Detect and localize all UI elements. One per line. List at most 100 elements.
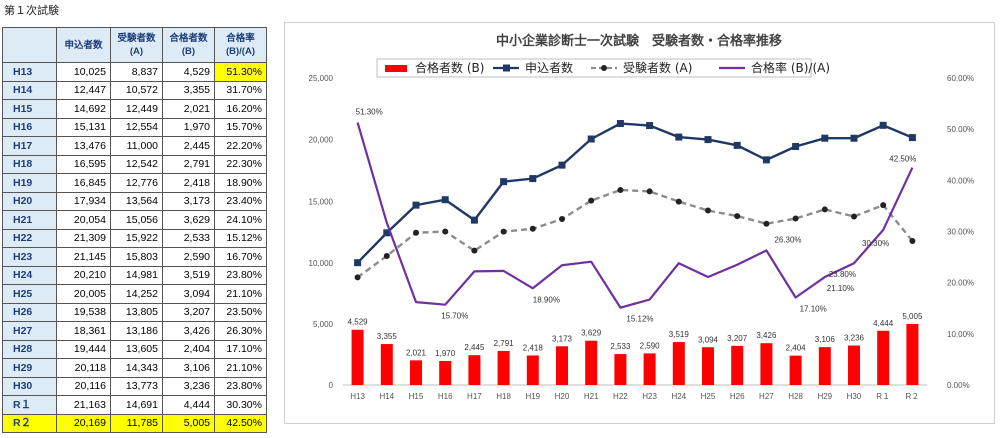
legend-marker [601, 65, 607, 71]
line-marker [850, 134, 858, 142]
y-axis-tick-label: 0 [329, 381, 334, 390]
y2-axis-tick-label: 50.00% [947, 125, 974, 134]
x-axis-tick-label: H18 [496, 392, 511, 401]
row-era-cell: H23 [2, 247, 57, 267]
bar-passers [614, 354, 627, 385]
table-cell: 21.10% [214, 358, 267, 378]
table-row: H22 21,309 15,922 2,533 15.12% [2, 228, 267, 248]
table-row: H13 10,025 8,837 4,529 51.30% [2, 62, 267, 82]
table-row: H24 20,210 14,981 3,519 23.80% [2, 265, 267, 285]
table-cell: 23.80% [214, 265, 267, 285]
line-marker [704, 136, 712, 144]
table-cell: 13,605 [110, 339, 163, 359]
rate-data-label: 30.30% [862, 239, 889, 248]
column-header-sublabel: (A) [129, 46, 144, 57]
line-marker [559, 216, 565, 223]
row-era-cell: H25 [2, 284, 57, 304]
row-era-cell: H16 [2, 117, 57, 137]
bar-passers [439, 360, 452, 385]
table-cell: 3,629 [162, 210, 215, 230]
table-cell: 2,445 [162, 136, 215, 156]
table-cell: 14,692 [56, 99, 111, 119]
line-marker [792, 143, 800, 151]
line-marker [705, 207, 711, 214]
table-cell: 1,970 [162, 117, 215, 137]
table-cell: 20,005 [56, 284, 111, 304]
bar-data-label: 3,355 [377, 332, 398, 341]
table-cell: 18.90% [214, 173, 267, 193]
table-cell: 20,116 [56, 376, 111, 396]
y2-axis-tick-label: 60.00% [947, 74, 974, 83]
table-cell: 4,529 [162, 62, 215, 82]
table-cell: 19,538 [56, 302, 111, 322]
rate-data-label: 15.12% [626, 315, 653, 324]
row-era-cell: R１ [2, 395, 57, 415]
table-cell: 17.10% [214, 339, 267, 359]
table-cell: 15,131 [56, 117, 111, 137]
rate-data-label: 15.70% [441, 312, 468, 321]
line-marker [441, 196, 449, 204]
table-cell: 15.12% [214, 228, 267, 248]
line-marker [529, 225, 536, 232]
table-cell: 3,173 [162, 191, 215, 211]
rate-data-label: 42.50% [889, 155, 916, 164]
table-row: H30 20,116 13,773 3,236 23.80% [2, 376, 267, 396]
bar-passers [672, 342, 685, 385]
row-era-cell: H13 [2, 62, 57, 82]
table-cell: 5,005 [162, 413, 215, 433]
table-cell: 8,837 [110, 62, 163, 82]
table-cell: 3,426 [162, 321, 215, 341]
table-cell: 31.70% [214, 80, 267, 100]
column-header-0 [2, 27, 57, 63]
table-cell: 3,106 [162, 358, 215, 378]
table-cell: 21.10% [214, 284, 267, 304]
bar-data-label: 2,791 [494, 339, 515, 348]
column-header-label: 申込者数 [64, 39, 103, 51]
bar-data-label: 4,529 [348, 318, 369, 327]
table-row: H29 20,118 14,343 3,106 21.10% [2, 358, 267, 378]
bar-data-label: 3,236 [844, 334, 865, 343]
column-header-sublabel: (B)/(A) [225, 46, 255, 57]
rate-data-label: 23.80% [829, 270, 856, 279]
legend-label: 受験者数 (A) [623, 60, 692, 75]
table-cell: 2,418 [162, 173, 215, 193]
line-marker [908, 134, 916, 142]
y-axis-tick-label: 25,000 [309, 74, 334, 83]
line-marker [879, 121, 887, 129]
table-cell: 10,025 [56, 62, 111, 82]
column-header-2: 受験者数 (A) [110, 27, 163, 63]
series-line-1 [356, 122, 913, 264]
row-era-cell: H26 [2, 302, 57, 322]
bar-passers [380, 344, 393, 385]
table-row: H19 16,845 12,776 2,418 18.90% [2, 173, 267, 193]
combo-chart: 中小企業診断士一次試験 受験者数・合格率推移 25,000 20,000 15,000… [309, 33, 975, 401]
table-cell: 10,572 [110, 80, 163, 100]
bar-passers [497, 350, 510, 385]
bar-data-label: 1,970 [435, 349, 456, 358]
line-marker [734, 213, 741, 220]
bar-passers [877, 330, 890, 385]
line-marker [471, 247, 478, 254]
x-axis-tick-label: H27 [759, 392, 774, 401]
x-axis-tick-label: R１ [876, 392, 890, 401]
line-marker [821, 206, 828, 213]
table-row: H27 18,361 13,186 3,426 26.30% [2, 321, 267, 341]
table-cell: 12,447 [56, 80, 111, 100]
line-marker [821, 134, 829, 142]
rate-data-label: 51.30% [356, 108, 383, 117]
y-axis-tick-label: 5,000 [313, 320, 334, 329]
bar-data-label: 3,519 [669, 330, 690, 339]
bar-data-label: 2,404 [786, 344, 807, 353]
table-cell: 23.40% [214, 191, 267, 211]
line-marker [500, 178, 508, 186]
rate-data-label: 18.90% [533, 295, 560, 304]
table-row: H14 12,447 10,572 3,355 31.70% [2, 80, 267, 100]
line-marker [383, 229, 391, 237]
bar-data-label: 4,444 [873, 319, 894, 328]
table-cell: 21,163 [56, 395, 111, 415]
line-marker [880, 202, 887, 209]
table-row: H21 20,054 15,056 3,629 24.10% [2, 210, 267, 230]
bar-data-label: 2,590 [640, 341, 661, 350]
table-cell: 2,404 [162, 339, 215, 359]
line-marker [470, 216, 478, 224]
